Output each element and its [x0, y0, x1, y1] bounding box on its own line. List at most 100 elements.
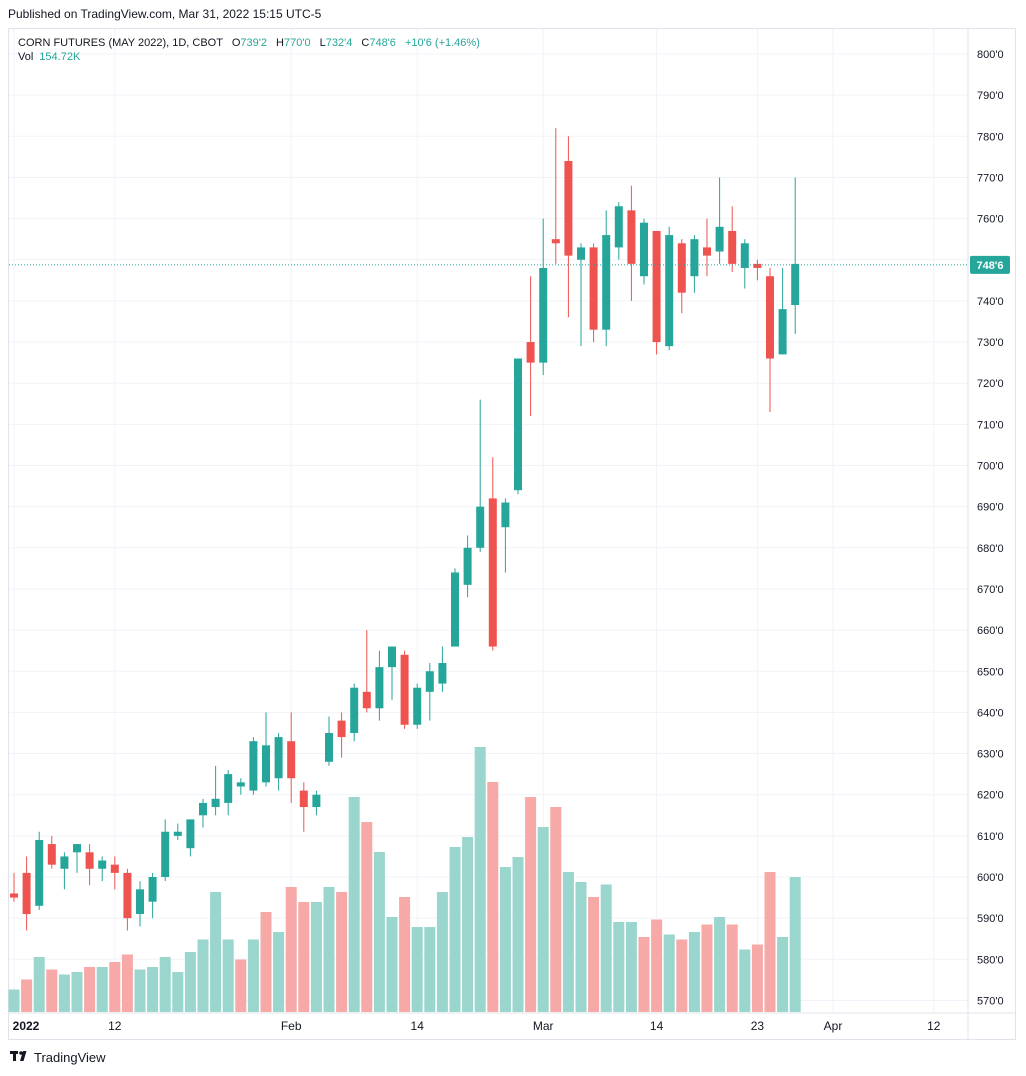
candle-body — [715, 226, 724, 252]
candle — [501, 498, 510, 573]
volume-bar — [184, 952, 196, 1012]
candle — [425, 663, 434, 721]
candle-body — [85, 852, 94, 869]
price-tick-label: 690'0 — [977, 502, 1004, 514]
candle — [438, 646, 447, 692]
candle-body — [791, 263, 800, 306]
volume-label: Vol — [18, 51, 34, 63]
candle-body — [123, 872, 132, 919]
candle — [375, 650, 384, 721]
volume-bar — [348, 797, 360, 1012]
price-tick-label: 600'0 — [977, 872, 1004, 884]
candle — [791, 177, 800, 334]
candle — [136, 881, 144, 927]
candle-body — [22, 872, 31, 915]
candle-body — [375, 667, 384, 709]
candle-body — [350, 687, 359, 733]
volume-bar — [273, 932, 285, 1012]
price-tick-label: 670'0 — [977, 584, 1004, 596]
candle — [740, 239, 749, 289]
volume-bar — [525, 797, 537, 1012]
volume-bar — [625, 922, 637, 1012]
footer-brand[interactable]: TradingView — [10, 1050, 106, 1065]
candle-body — [60, 856, 69, 869]
candle — [224, 770, 233, 816]
volume-bar — [235, 959, 247, 1012]
volume-bar — [424, 927, 436, 1012]
candle-body — [312, 794, 321, 808]
candle-body — [388, 646, 396, 668]
candle — [463, 535, 472, 598]
price-tick-label: 650'0 — [977, 666, 1004, 678]
volume-bar — [71, 972, 83, 1012]
price-tick-label: 580'0 — [977, 954, 1004, 966]
candle — [262, 712, 270, 787]
candle-body — [173, 831, 182, 836]
candle — [451, 568, 459, 647]
volume-bar — [537, 827, 549, 1012]
time-tick-label: Mar — [533, 1019, 554, 1033]
candle-body — [740, 243, 749, 268]
volume-bar — [210, 892, 222, 1012]
volume-bar — [751, 944, 763, 1012]
volume-bar — [651, 919, 663, 1012]
open-value: 739'2 — [240, 37, 267, 49]
symbol-legend: CORN FUTURES (MAY 2022), 1D, CBOT O739'2… — [18, 35, 480, 51]
volume-bar — [134, 969, 146, 1012]
price-tick-label: 730'0 — [977, 337, 1004, 349]
candle-body — [451, 572, 459, 647]
candle-body — [577, 247, 585, 260]
volume-bar — [701, 924, 713, 1012]
volume-bar — [726, 924, 738, 1012]
candle-body — [186, 819, 195, 849]
high-label: H — [276, 37, 284, 49]
candle-body — [564, 160, 573, 256]
candle-body — [677, 243, 686, 293]
candle — [753, 259, 762, 281]
footer-brand-name: TradingView — [34, 1050, 106, 1065]
candle — [589, 243, 598, 343]
price-tick-label: 630'0 — [977, 749, 1004, 761]
candle-body — [539, 267, 548, 363]
candle-body — [35, 839, 44, 906]
candle — [274, 732, 283, 791]
candle-body — [526, 342, 535, 363]
volume-bar — [336, 892, 348, 1012]
high-value: 770'0 — [283, 37, 311, 49]
time-tick-label: Feb — [281, 1019, 302, 1033]
candle-body — [438, 663, 447, 684]
volume-bar — [109, 962, 121, 1012]
candle-body — [778, 309, 787, 355]
volume-bar — [550, 807, 562, 1012]
candle-body — [47, 844, 56, 865]
published-note: Published on TradingView.com, Mar 31, 20… — [8, 7, 322, 21]
candle — [73, 844, 81, 873]
candle-body — [262, 745, 270, 783]
volume-bar — [512, 857, 524, 1012]
candle — [652, 230, 661, 355]
chart-frame — [8, 28, 1016, 1040]
candle — [476, 399, 485, 552]
candle — [325, 716, 333, 766]
candle-body — [224, 774, 233, 803]
candle-body — [413, 687, 422, 725]
candle — [564, 136, 573, 318]
volume-bar — [487, 782, 499, 1012]
candles — [10, 128, 800, 931]
volume-bar — [575, 882, 587, 1012]
volume-value: 154.72K — [39, 51, 81, 63]
volume-bar — [462, 837, 474, 1012]
volume-bar — [197, 939, 209, 1012]
candle-body — [299, 790, 308, 808]
close-label: C — [361, 37, 370, 49]
candle — [337, 712, 346, 758]
candle — [148, 872, 157, 919]
candle-body — [362, 691, 371, 709]
last-price-tag: 748'6 — [970, 255, 1010, 274]
candle-body — [10, 893, 18, 898]
candle-body — [753, 263, 762, 268]
candle-body — [602, 235, 611, 330]
candle — [312, 790, 321, 816]
tradingview-logo-icon — [10, 1050, 30, 1065]
